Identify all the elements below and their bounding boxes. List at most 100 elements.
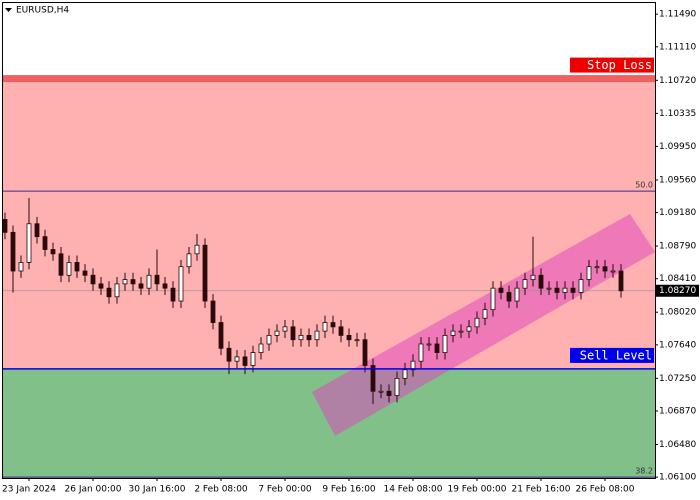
candle-body [242, 356, 248, 366]
candle-body [18, 262, 24, 272]
y-tick-label: 1.10335 [659, 109, 696, 119]
candle-body [586, 266, 592, 280]
x-tick-label: 21 Feb 16:00 [511, 485, 570, 495]
candle-body [498, 287, 504, 293]
loss-zone [3, 78, 655, 369]
candle-body [154, 274, 160, 285]
candle-body [562, 287, 568, 293]
candle-body [466, 326, 472, 332]
candle-body [474, 317, 480, 328]
x-tick-label: 26 Feb 08:00 [575, 485, 634, 495]
fib-label: 38.2 [635, 467, 653, 476]
candle-body [322, 322, 328, 332]
candle-body [186, 253, 192, 268]
x-tick-label: 30 Jan 16:00 [129, 485, 186, 495]
y-tick-label: 1.07250 [659, 374, 696, 384]
candle-body [610, 270, 616, 273]
plot-frame [2, 2, 656, 479]
candle-body [530, 274, 536, 280]
candle-body [482, 309, 488, 319]
candle-body [506, 292, 512, 302]
chart-title: EURUSD,H4 [16, 6, 69, 16]
x-tick-label: 26 Jan 00:00 [65, 485, 122, 495]
candle-body [298, 335, 304, 341]
y-tick-label: 1.08410 [659, 274, 696, 284]
candle-body [418, 343, 424, 362]
y-tick-label: 1.11490 [659, 10, 696, 20]
level-tag [570, 57, 654, 73]
candle-body [82, 270, 88, 276]
candle-body [602, 266, 608, 272]
candle-body [10, 231, 16, 272]
y-tick-label: 1.06870 [659, 407, 696, 417]
x-tick-label: 7 Feb 00:00 [258, 485, 312, 495]
y-tick-label: 1.11110 [659, 42, 696, 52]
candle-body [274, 330, 280, 336]
candle-body [90, 274, 96, 285]
candle-body [514, 287, 520, 302]
stop-loss-band [3, 75, 655, 83]
y-tick-label: 1.08020 [659, 308, 696, 318]
candle-body [442, 335, 448, 353]
candle-body [106, 287, 112, 298]
candle-body [98, 283, 104, 289]
x-tick-label: 2 Feb 08:00 [194, 485, 248, 495]
candle-body [290, 326, 296, 341]
candle-body [450, 330, 456, 336]
candle-body [490, 287, 496, 311]
fib-label: 50.0 [635, 181, 653, 190]
candle-body [2, 219, 8, 233]
candle-body [538, 274, 544, 289]
candle-body [130, 279, 136, 285]
candle-body [26, 223, 32, 263]
candle-body [434, 343, 440, 353]
candle-body [266, 335, 272, 345]
candle-body [306, 335, 312, 341]
level-tag [570, 347, 654, 363]
candle-body [458, 330, 464, 333]
candle-body [394, 377, 400, 396]
candle-body [546, 287, 552, 290]
level-label: Sell Level [580, 348, 652, 362]
candle-body [58, 253, 64, 276]
menu-arrow[interactable] [5, 8, 12, 12]
candle-body [378, 390, 384, 393]
level-label: Stop Loss [587, 58, 652, 72]
y-tick-label: 1.09950 [659, 142, 696, 152]
candle-body [314, 330, 320, 341]
candle-body [178, 266, 184, 302]
candle-body [146, 274, 152, 289]
candle-body [362, 339, 368, 366]
x-tick-label: 14 Feb 08:00 [383, 485, 442, 495]
candle-body [66, 262, 72, 276]
candle-body [426, 343, 432, 346]
candle-body [42, 236, 48, 250]
y-tick-label: 1.07640 [659, 340, 696, 350]
candle-body [354, 339, 360, 342]
current-price-tag [655, 284, 699, 297]
candle-body [618, 270, 624, 292]
x-tick-label: 19 Feb 00:00 [447, 485, 506, 495]
y-tick-label: 1.09180 [659, 208, 696, 218]
candle-body [386, 390, 392, 396]
candle-body [402, 369, 408, 379]
candle-body [202, 244, 208, 302]
candle-body [210, 300, 216, 323]
candle-body [170, 287, 176, 302]
candle-body [194, 244, 200, 255]
candle-body [282, 326, 288, 332]
y-tick-label: 1.06100 [659, 473, 696, 483]
candle-body [226, 347, 232, 362]
candle-body [162, 283, 168, 289]
y-tick-label: 1.06480 [659, 440, 696, 450]
candle-body [410, 360, 416, 371]
candle-body [234, 356, 240, 362]
candle-body [370, 365, 376, 392]
candle-body [74, 262, 80, 272]
current-price-label: 1.08270 [659, 286, 696, 296]
candle-body [330, 322, 336, 328]
candle-body [50, 249, 56, 255]
candle-body [578, 279, 584, 293]
candle-body [338, 326, 344, 336]
